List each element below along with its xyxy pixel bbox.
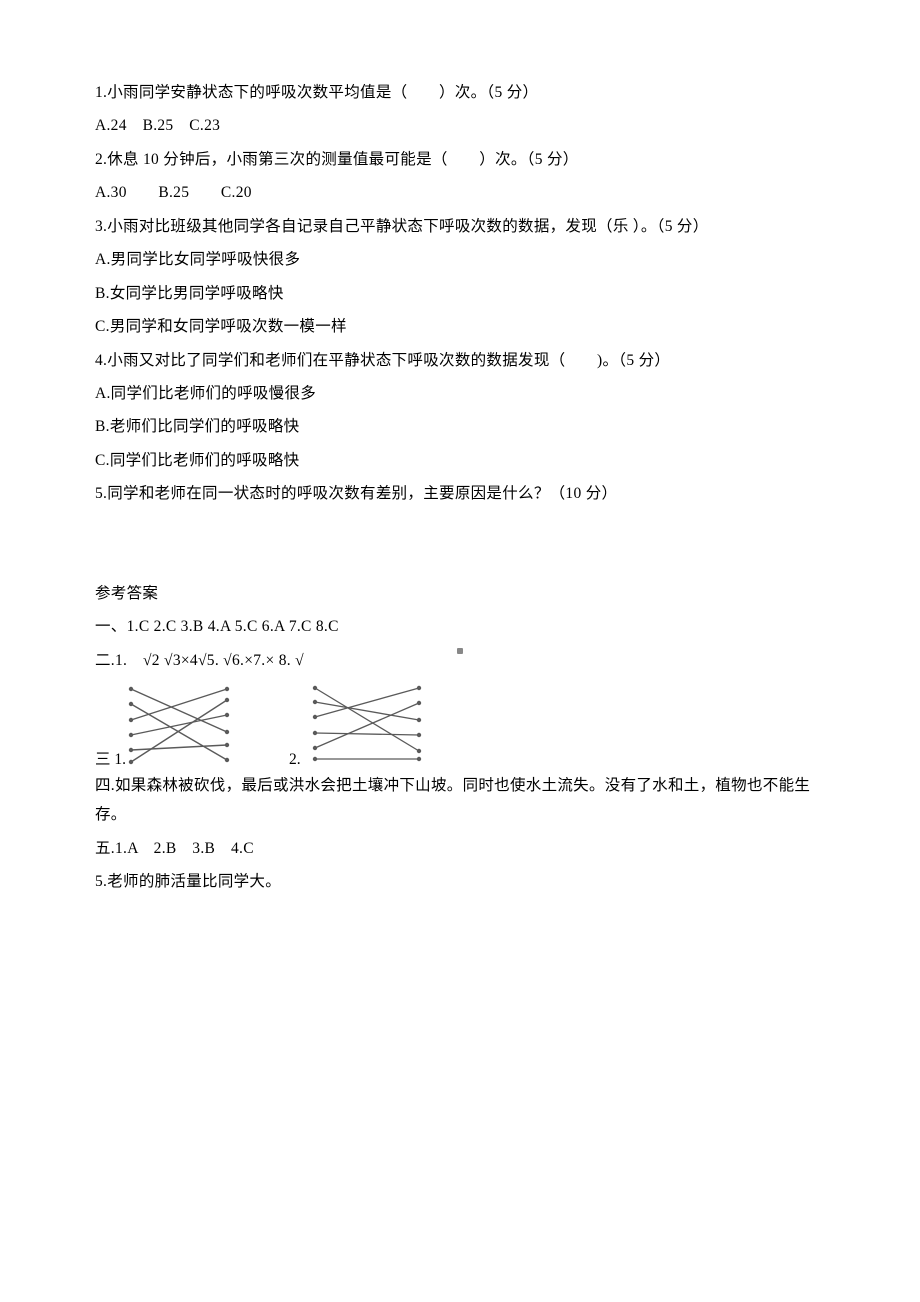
q1-options: A.24 B.25 C.23: [95, 111, 825, 140]
matching-diagram-1: [127, 682, 234, 765]
answers-part2: 二.1. √2 √3×4√5. √6.×7.× 8. √: [95, 646, 825, 675]
q3-option-b: B.女同学比男同学呼吸略快: [95, 279, 825, 308]
answers-part3-label1: 三 1.: [95, 752, 126, 771]
section-gap: [95, 513, 825, 545]
answers-part3-row: 三 1. 2.: [95, 679, 825, 770]
q4-option-b: B.老师们比同学们的呼吸略快: [95, 412, 825, 441]
q3-option-c: C.男同学和女同学呼吸次数一模一样: [95, 312, 825, 341]
q5-text: 5.同学和老师在同一状态时的呼吸次数有差别，主要原因是什么？（10 分）: [95, 479, 825, 508]
diagram-2-container: [307, 679, 426, 770]
diagram-1-container: [127, 682, 234, 770]
answers-part5-line1: 五.1.A 2.B 3.B 4.C: [95, 834, 825, 863]
answer-section: 参考答案 一、1.C 2.C 3.B 4.A 5.C 6.A 7.C 8.C 二…: [95, 579, 825, 897]
q4-option-a: A.同学们比老师们的呼吸慢很多: [95, 379, 825, 408]
q1-text: 1.小雨同学安静状态下的呼吸次数平均值是（ ）次。（5 分）: [95, 78, 825, 107]
q3-text: 3.小雨对比班级其他同学各自记录自己平静状态下呼吸次数的数据，发现（乐 ）。（5…: [95, 212, 825, 241]
answers-part1: 一、1.C 2.C 3.B 4.A 5.C 6.A 7.C 8.C: [95, 612, 825, 641]
answers-part4: 四.如果森林被砍伐，最后或洪水会把土壤冲下山坡。同时也使水土流失。没有了水和土，…: [95, 771, 825, 830]
q4-text: 4.小雨又对比了同学们和老师们在平静状态下呼吸次数的数据发现（ )。（5 分）: [95, 346, 825, 375]
answers-heading: 参考答案: [95, 579, 825, 608]
q4-option-c: C.同学们比老师们的呼吸略快: [95, 446, 825, 475]
q2-options: A.30 B.25 C.20: [95, 178, 825, 207]
answers-part3-label2: 2.: [289, 752, 301, 771]
section-gap-2: [95, 545, 825, 577]
q3-option-a: A.男同学比女同学呼吸快很多: [95, 245, 825, 274]
matching-diagram-2: [307, 679, 426, 765]
q2-text: 2.休息 10 分钟后，小雨第三次的测量值最可能是（ ）次。（5 分）: [95, 145, 825, 174]
answers-part5-line2: 5.老师的肺活量比同学大。: [95, 867, 825, 896]
